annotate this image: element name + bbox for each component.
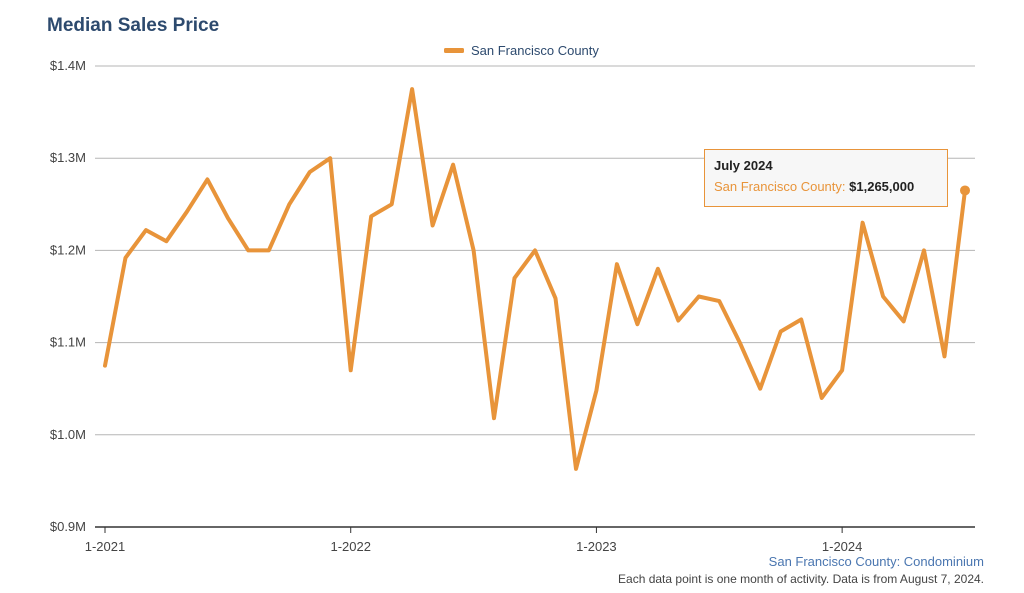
y-tick-label: $0.9M bbox=[50, 519, 86, 534]
series-line bbox=[103, 87, 967, 471]
x-tick-label: 1-2021 bbox=[85, 539, 125, 554]
hover-tooltip: July 2024 San Francisco County: $1,265,0… bbox=[704, 149, 948, 207]
y-tick-label: $1.4M bbox=[50, 58, 86, 73]
x-tick-label: 1-2023 bbox=[576, 539, 616, 554]
tooltip-series-name: San Francisco County: bbox=[714, 179, 846, 194]
tooltip-row: San Francisco County: $1,265,000 bbox=[714, 179, 947, 194]
chart-title: Median Sales Price bbox=[47, 15, 220, 36]
y-tick-label: $1.2M bbox=[50, 242, 86, 257]
tooltip-value: $1,265,000 bbox=[849, 179, 915, 194]
y-tick-label: $1.0M bbox=[50, 427, 86, 442]
x-axis-labels: 1-2021 1-2022 1-2023 1-2024 bbox=[85, 539, 863, 554]
legend-swatch bbox=[444, 48, 464, 53]
data-footnote: Each data point is one month of activity… bbox=[618, 572, 984, 586]
y-axis-labels: $0.9M $1.0M $1.1M $1.2M $1.3M $1.4M bbox=[50, 58, 86, 534]
property-type-note[interactable]: San Francisco County: Condominium bbox=[768, 554, 984, 569]
series-layer bbox=[103, 87, 970, 471]
x-tick-label: 1-2022 bbox=[330, 539, 370, 554]
legend: San Francisco County bbox=[444, 43, 599, 58]
axes bbox=[95, 526, 975, 533]
highlighted-data-point[interactable] bbox=[960, 185, 970, 196]
x-tick-label: 1-2024 bbox=[822, 539, 862, 554]
y-tick-label: $1.3M bbox=[50, 150, 86, 165]
tooltip-date: July 2024 bbox=[714, 158, 773, 173]
y-tick-label: $1.1M bbox=[50, 335, 86, 350]
legend-label[interactable]: San Francisco County bbox=[471, 43, 599, 58]
